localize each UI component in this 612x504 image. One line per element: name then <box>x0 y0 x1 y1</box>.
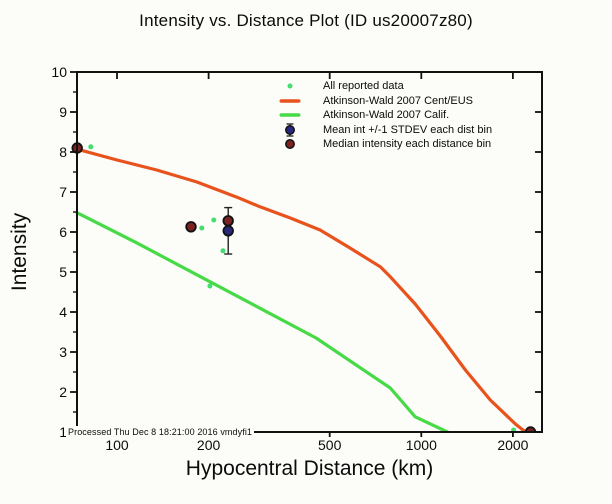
legend-item-label: Median intensity each distance bin <box>323 138 492 151</box>
reported-data-point <box>199 225 205 231</box>
legend: All reported data Atkinson-Wald 2007 Cent… <box>278 79 492 152</box>
x-tick-label: 2000 <box>497 437 528 453</box>
plot-series-group <box>71 142 537 433</box>
reported-data-point <box>220 248 226 254</box>
legend-item: Atkinson-Wald 2007 Cent/EUS <box>278 94 492 109</box>
legend-circle <box>285 124 295 135</box>
legend-item-label: Mean int +/-1 STDEV each dist bin <box>323 123 493 136</box>
y-tick-label: 10 <box>51 64 67 80</box>
legend-marker-circle-icon <box>285 139 295 150</box>
legend-dot <box>287 83 293 89</box>
legend-item-label: All reported data <box>323 80 404 93</box>
legend-line <box>279 98 301 103</box>
x-tick-label: 100 <box>105 437 129 453</box>
legend-item: Atkinson-Wald 2007 Calif. <box>278 108 492 123</box>
curve-atkinson-wald-2007-calif- <box>75 211 449 433</box>
mean-intensity-point <box>222 225 234 237</box>
legend-marker-circle-errorbar-icon <box>285 123 295 137</box>
reported-data-point <box>211 217 217 223</box>
legend-circle <box>285 139 295 150</box>
legend-marker-line-icon <box>279 113 301 118</box>
x-tick-label: 200 <box>197 437 221 453</box>
y-tick-label: 2 <box>59 384 67 400</box>
curve-atkinson-wald-2007-cent-eus <box>75 147 528 433</box>
y-tick-label: 3 <box>59 344 67 360</box>
x-tick-label: 1000 <box>406 437 437 453</box>
y-tick-label: 8 <box>59 144 67 160</box>
legend-marker-line-icon <box>279 98 301 103</box>
y-tick-label: 6 <box>59 224 67 240</box>
median-intensity-point <box>222 215 234 227</box>
median-intensity-point <box>185 221 197 233</box>
y-tick-label: 5 <box>59 264 67 280</box>
legend-line <box>279 113 301 118</box>
y-tick-label: 1 <box>59 424 67 440</box>
y-tick-label: 4 <box>59 304 67 320</box>
plot-title: Intensity vs. Distance Plot (ID us20007z… <box>139 11 473 30</box>
legend-item: Median intensity each distance bin <box>278 137 492 152</box>
reported-data-point <box>207 283 213 289</box>
y-tick-label: 7 <box>59 184 67 200</box>
processed-timestamp: Processed Thu Dec 8 18:21:00 2016 vmdyfi… <box>66 426 255 438</box>
legend-marker-dot-icon <box>287 83 293 89</box>
y-tick-label: 9 <box>59 104 67 120</box>
legend-item: Mean int +/-1 STDEV each dist bin <box>278 123 492 138</box>
x-axis-label: Hypocentral Distance (km) <box>185 457 434 480</box>
legend-item-label: Atkinson-Wald 2007 Cent/EUS <box>323 94 473 107</box>
reported-data-point <box>88 144 94 150</box>
legend-item-label: Atkinson-Wald 2007 Calif. <box>323 109 450 122</box>
legend-item: All reported data <box>278 79 492 94</box>
x-tick-label: 500 <box>318 437 342 453</box>
